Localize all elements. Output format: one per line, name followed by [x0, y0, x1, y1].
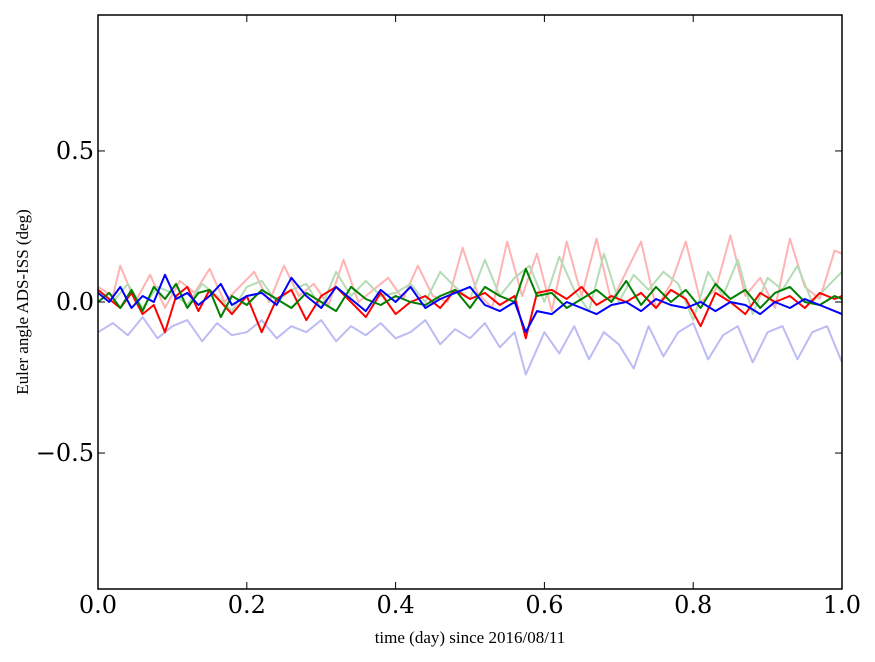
tick-layer: 0.0 0.2 0.4 0.6 0.8 1.0 0.5 0.0 −0.5 [36, 15, 861, 619]
series-line-3 [97, 316, 843, 376]
x-tick-label-3: 0.6 [525, 591, 563, 619]
x-axis-label: time (day) since 2016/08/11 [375, 628, 566, 647]
x-tick-label-4: 0.8 [674, 591, 712, 619]
y-axis-label: Euler angle ADS-ISS (deg) [13, 209, 32, 395]
x-tick-label-2: 0.4 [377, 591, 415, 619]
y-tick-label-2: −0.5 [36, 439, 94, 467]
series-line-6 [97, 273, 843, 334]
series-layer [97, 234, 843, 376]
x-tick-label-5: 1.0 [823, 591, 861, 619]
x-tick-label-1: 0.2 [228, 591, 266, 619]
y-tick-label-0: 0.5 [56, 137, 94, 165]
x-tick-label-0: 0.0 [79, 591, 117, 619]
y-tick-label-1: 0.0 [56, 288, 94, 316]
series-line-1 [97, 234, 843, 313]
series-line-5 [97, 267, 843, 319]
